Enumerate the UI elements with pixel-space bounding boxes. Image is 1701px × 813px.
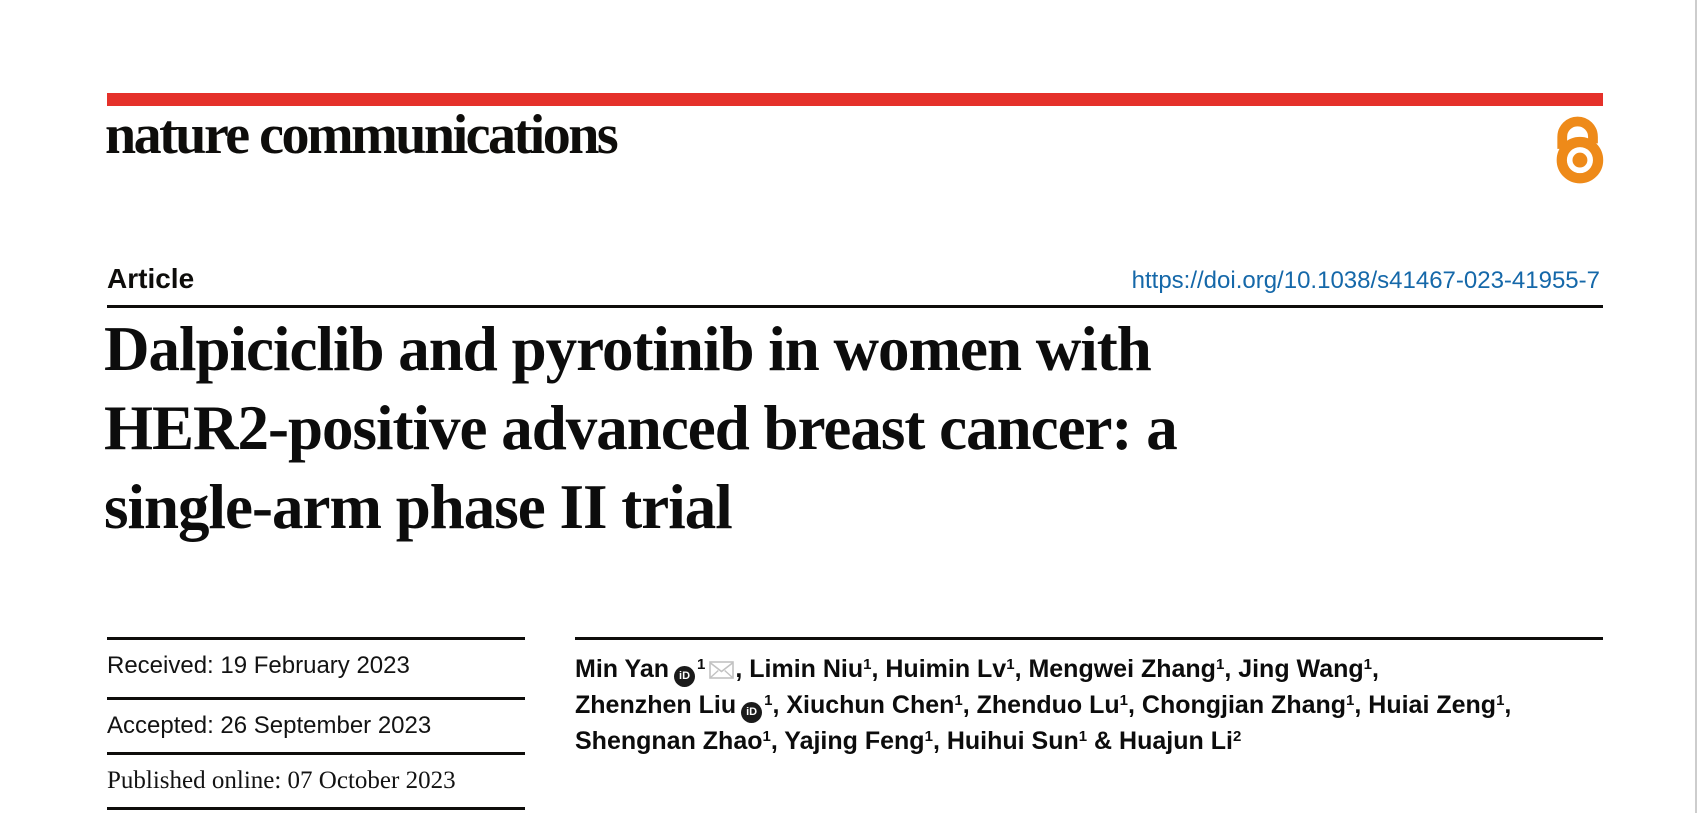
- orcid-icon[interactable]: iD: [741, 702, 763, 723]
- paper-title: Dalpiciclib and pyrotinib in women with …: [104, 310, 1554, 547]
- publication-history: Received: 19 February 2023 Accepted: 26 S…: [107, 637, 525, 810]
- paper-title-line-3: single-arm phase II trial: [104, 472, 733, 542]
- open-access-icon: [1552, 109, 1606, 192]
- title-divider-rule: [107, 305, 1603, 308]
- affiliation-superscript: 1: [697, 656, 706, 673]
- history-row: Accepted: 26 September 2023: [107, 697, 525, 752]
- history-row: Received: 19 February 2023: [107, 637, 525, 697]
- page-right-edge: [1695, 0, 1697, 813]
- author-line: Shengnan Zhao1, Yajing Feng1, Huihui Sun…: [575, 727, 1242, 755]
- masthead-red-bar: [107, 93, 1603, 106]
- affiliation-superscript: 1: [762, 728, 771, 745]
- doi-link[interactable]: https://doi.org/10.1038/s41467-023-41955…: [1131, 267, 1600, 294]
- author-list: Min Yan iD1, Limin Niu1, Huimin Lv1, Meng…: [575, 637, 1603, 759]
- affiliation-superscript: 1: [1346, 692, 1355, 709]
- email-envelope-icon[interactable]: [709, 661, 735, 679]
- affiliation-superscript: 2: [1232, 728, 1242, 745]
- history-row: Published online: 07 October 2023: [107, 752, 525, 807]
- author-line: Zhenzhen Liu iD1, Xiuchun Chen1, Zhenduo …: [575, 687, 1603, 723]
- journal-logo: nature communications: [105, 104, 619, 166]
- affiliation-superscript: 1: [924, 728, 933, 745]
- affiliation-superscript: 1: [1006, 656, 1015, 673]
- article-type-label: Article: [107, 263, 195, 294]
- author-line: Min Yan iD1, Limin Niu1, Huimin Lv1, Meng…: [575, 651, 1603, 687]
- affiliation-superscript: 1: [954, 692, 963, 709]
- affiliation-superscript: 1: [1496, 692, 1505, 709]
- affiliation-superscript: 1: [863, 656, 872, 673]
- affiliation-superscript: 1: [1078, 728, 1088, 745]
- orcid-icon[interactable]: iD: [674, 666, 696, 687]
- paper-title-line-1: Dalpiciclib and pyrotinib in women with: [104, 314, 1152, 384]
- affiliation-superscript: 1: [764, 692, 773, 709]
- affiliation-superscript: 1: [1119, 692, 1129, 709]
- affiliation-superscript: 1: [1215, 656, 1225, 673]
- paper-title-line-2: HER2-positive advanced breast cancer: a: [104, 393, 1178, 463]
- affiliation-superscript: 1: [1363, 656, 1372, 673]
